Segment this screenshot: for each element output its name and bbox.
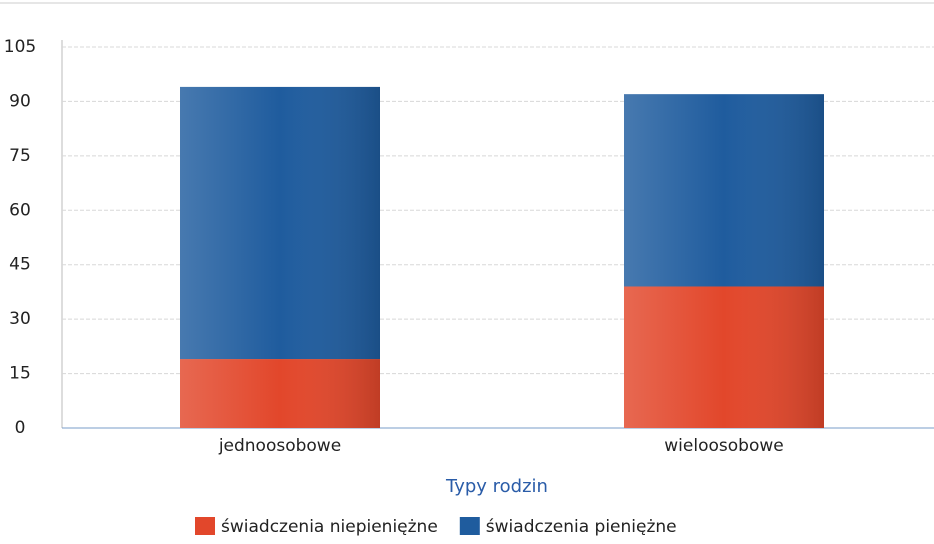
legend-label: świadczenia pieniężne — [486, 517, 677, 537]
x-tick-label: wieloosobowe — [664, 436, 783, 456]
x-axis-title: Typy rodzin — [445, 476, 548, 497]
y-tick-label: 75 — [9, 146, 31, 166]
y-tick-label: 30 — [9, 309, 31, 329]
y-tick-label: 60 — [9, 200, 31, 220]
y-tick-label: 15 — [9, 364, 31, 384]
bar-shade — [180, 359, 380, 428]
x-tick-label: jednoosobowe — [218, 436, 341, 456]
bar-shade — [624, 286, 824, 428]
y-tick-label: 105 — [4, 37, 36, 57]
legend-swatch — [459, 517, 480, 535]
legend-label: świadczenia niepieniężne — [221, 517, 438, 537]
y-tick-label: 90 — [9, 91, 31, 111]
y-tick-label: 45 — [9, 255, 31, 275]
legend-swatch — [195, 517, 215, 535]
bar-shade — [180, 86, 380, 360]
y-tick-label: 0 — [15, 418, 26, 438]
bar-shade — [624, 94, 824, 287]
